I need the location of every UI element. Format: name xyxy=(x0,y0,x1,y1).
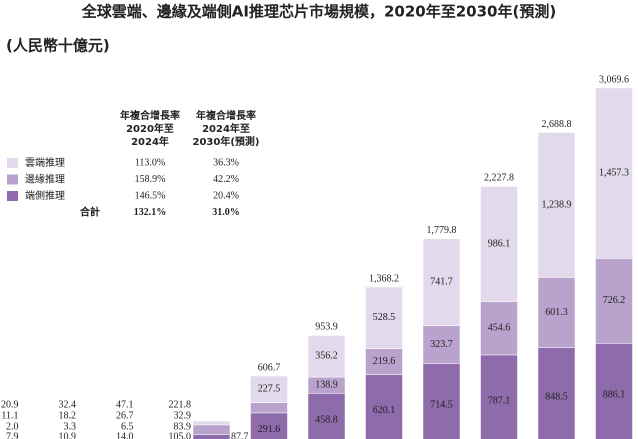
bar-segment xyxy=(595,343,633,439)
value-label: 219.6 xyxy=(373,356,396,367)
value-label: 620.1 xyxy=(373,405,396,416)
chart-subtitle: (人民幣十億元) xyxy=(6,37,110,55)
value-label: 3.3 xyxy=(64,421,77,432)
value-label: 14.0 xyxy=(116,431,134,439)
bar-segment xyxy=(422,363,461,439)
value-label: 6.5 xyxy=(121,421,134,432)
bar-segment xyxy=(365,374,403,439)
total-label: 3,069.6 xyxy=(599,74,629,85)
value-label: 138.9 xyxy=(315,380,338,391)
total-label: 47.1 xyxy=(116,399,134,410)
value-label: 11.1 xyxy=(1,410,18,421)
table-cell: 36.3% xyxy=(213,157,239,168)
value-label: 848.5 xyxy=(545,392,568,403)
value-label: 83.9 xyxy=(174,421,192,432)
value-label: 741.7 xyxy=(430,276,453,287)
table-cell: 146.5% xyxy=(135,190,166,201)
table-header: 年複合增長率 xyxy=(196,109,256,122)
bar-segment xyxy=(422,325,461,364)
value-label: 714.5 xyxy=(430,400,453,411)
bar-segment xyxy=(307,335,346,378)
value-label: 2.0 xyxy=(6,421,19,432)
bar-segment xyxy=(595,258,633,344)
table-cell: 132.1% xyxy=(134,207,167,218)
table-cell: 31.0% xyxy=(212,207,240,218)
bar-segment xyxy=(250,402,288,414)
bar-segment xyxy=(365,348,403,375)
value-label: 87.7 xyxy=(231,431,249,439)
bar-segment xyxy=(192,420,231,426)
table-header: 2024年 xyxy=(131,135,169,148)
value-label: 726.2 xyxy=(603,295,626,306)
bar-segment xyxy=(192,434,231,439)
value-label: 454.6 xyxy=(488,323,511,334)
value-label: 18.2 xyxy=(59,410,77,421)
table-cell: 158.9% xyxy=(135,174,166,185)
row-label: 合計 xyxy=(79,206,100,219)
bar-segment xyxy=(595,87,633,259)
bar-segment xyxy=(480,301,518,356)
total-label: 2,688.8 xyxy=(542,119,572,130)
bar-segment xyxy=(365,286,403,350)
legend-label: 雲端推理 xyxy=(25,156,65,169)
value-label: 10.9 xyxy=(59,431,77,439)
bar-segment xyxy=(480,354,518,439)
total-label: 1,368.2 xyxy=(369,273,399,284)
value-label: 458.8 xyxy=(315,414,338,425)
total-label: 953.9 xyxy=(315,322,338,333)
value-label: 1,457.3 xyxy=(599,167,629,178)
bar-segment xyxy=(480,186,518,303)
bar-segment xyxy=(192,424,231,435)
value-label: 1,238.9 xyxy=(542,199,572,210)
value-label: 787.1 xyxy=(488,395,511,406)
value-label: 26.7 xyxy=(116,410,134,421)
value-label: 105.0 xyxy=(169,431,192,439)
total-label: 32.4 xyxy=(59,399,77,410)
total-label: 606.7 xyxy=(258,362,281,373)
bar-segment xyxy=(422,238,461,326)
value-label: 986.1 xyxy=(488,238,511,249)
total-label: 20.9 xyxy=(1,399,19,410)
bar-segment xyxy=(537,277,576,349)
table-header: 2024年至 xyxy=(202,122,250,135)
table-cell: 42.2% xyxy=(213,174,239,185)
value-label: 356.2 xyxy=(315,351,338,362)
legend-label: 邊緣推理 xyxy=(25,173,65,186)
total-label: 2,227.8 xyxy=(484,173,514,184)
value-label: 227.5 xyxy=(258,384,281,395)
table-cell: 113.0% xyxy=(135,157,165,168)
value-label: 291.6 xyxy=(258,424,281,435)
table-header: 2020年至 xyxy=(126,122,174,135)
chart-title: 全球雲端、邊緣及端側AI推理芯片市場規模，2020年至2030年(預測) xyxy=(81,3,556,21)
bar-segment xyxy=(250,375,288,403)
table-header: 2030年(預測) xyxy=(193,135,260,148)
legend-swatch xyxy=(7,191,18,201)
value-label: 32.9 xyxy=(174,410,192,421)
value-label: 601.3 xyxy=(545,307,568,318)
bar-segment xyxy=(250,412,288,439)
total-label: 221.8 xyxy=(169,399,192,410)
legend-label: 端側推理 xyxy=(25,189,65,202)
total-label: 1,779.8 xyxy=(427,225,457,236)
value-label: 886.1 xyxy=(603,389,626,400)
table-header: 年複合增長率 xyxy=(120,109,180,122)
table-cell: 20.4% xyxy=(213,190,239,201)
bar-segment xyxy=(537,347,576,439)
bar-segment xyxy=(537,132,576,278)
value-label: 323.7 xyxy=(430,339,453,350)
value-label: 528.5 xyxy=(373,312,396,323)
value-label: 7.9 xyxy=(6,431,19,439)
legend-swatch xyxy=(7,158,18,168)
bar-segment xyxy=(307,393,346,439)
legend-swatch xyxy=(7,174,18,185)
